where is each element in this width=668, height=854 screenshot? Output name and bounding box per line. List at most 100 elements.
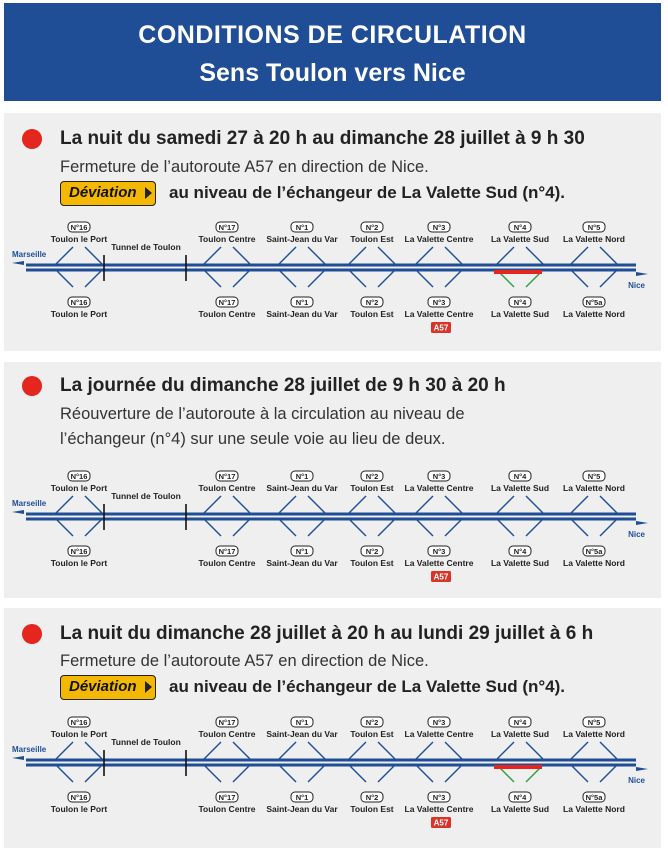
exit-top-number: N°5 (588, 472, 601, 481)
exit-bottom-badge (427, 545, 451, 557)
arrow-left-icon (12, 510, 24, 514)
exit-ramp (54, 741, 74, 761)
exit-bottom-label: Toulon le Port (51, 309, 108, 319)
exit-bottom-badge (508, 296, 532, 308)
entry-ramp (307, 268, 327, 288)
exit-ramp (414, 495, 434, 515)
exit-top-badge (215, 470, 239, 482)
entry-ramp (525, 495, 545, 515)
deviation-sign: Déviation (60, 675, 156, 700)
exit-top-label: La Valette Nord (563, 729, 625, 739)
exit-ramp (202, 763, 222, 783)
exit-top-number: N°3 (433, 718, 446, 727)
exit-bottom-badge (290, 296, 314, 308)
exit-bottom-badge (67, 791, 91, 803)
arrow-right-icon (636, 272, 648, 276)
entry-ramp (599, 517, 619, 537)
entry-ramp (307, 495, 327, 515)
entry-ramp (525, 517, 545, 537)
exit-top-number: N°1 (296, 472, 309, 481)
entry-ramp (232, 763, 252, 783)
exit-bottom-label: Toulon le Port (51, 558, 108, 568)
entry-ramp (84, 246, 104, 266)
exit-ramp (414, 517, 434, 537)
exit-bottom-number: N°1 (296, 793, 309, 802)
entry-ramp (232, 495, 252, 515)
exit-bottom-number: N°16 (71, 547, 88, 556)
city-start-label: Marseille (12, 745, 47, 754)
exit-top-label: La Valette Nord (563, 483, 625, 493)
exit-bottom-badge (582, 545, 606, 557)
exit-bottom-number: N°2 (366, 793, 379, 802)
exit-top-badge (290, 221, 314, 233)
exit-bottom-number: N°3 (433, 547, 446, 556)
exit-top-label: Saint-Jean du Var (266, 483, 338, 493)
city-end-label: Nice (628, 776, 645, 785)
exit-bottom-number: N°5a (586, 547, 604, 556)
arrow-right-icon (636, 767, 648, 771)
city-end-label: Nice (628, 281, 645, 290)
exit-bottom-number: N°4 (514, 793, 527, 802)
exit-ramp (414, 741, 434, 761)
exit-ramp (569, 741, 589, 761)
exit-top-number: N°4 (514, 223, 527, 232)
exit-ramp (202, 517, 222, 537)
entry-ramp (599, 268, 619, 288)
panel-text: Réouverture de l’autoroute à la circulat… (60, 405, 465, 423)
exit-top-badge (67, 470, 91, 482)
exit-ramp (347, 268, 367, 288)
entry-ramp (232, 268, 252, 288)
exit-top-badge (290, 470, 314, 482)
exit-top-badge (427, 716, 451, 728)
exit-top-label: Toulon Est (350, 729, 393, 739)
exit-bottom-label: Toulon Est (350, 558, 393, 568)
exit-top-badge (582, 221, 606, 233)
exit-bottom-label: La Valette Nord (563, 804, 625, 814)
exit-top-label: Toulon Centre (199, 483, 256, 493)
exit-bottom-badge (215, 296, 239, 308)
arrow-left-icon (12, 756, 24, 760)
exit-bottom-number: N°5a (586, 298, 604, 307)
deviation-sign: Déviation (60, 181, 156, 206)
exit-top-badge (215, 221, 239, 233)
city-start-label: Marseille (12, 250, 47, 259)
entry-ramp (377, 741, 397, 761)
exit-bottom-label: La Valette Centre (405, 309, 474, 319)
exit-top-number: N°3 (433, 223, 446, 232)
exit-bottom-badge (290, 791, 314, 803)
exit-bottom-badge (360, 791, 384, 803)
exit-bottom-label: La Valette Sud (491, 309, 549, 319)
exit-bottom-number: N°3 (433, 793, 446, 802)
exit-top-label: Toulon Centre (199, 729, 256, 739)
exit-ramp (569, 268, 589, 288)
exit-bottom-badge (67, 545, 91, 557)
panel-title: La nuit du samedi 27 à 20 h au dimanche … (60, 128, 585, 149)
exit-top-label: La Valette Sud (491, 234, 549, 244)
entry-ramp (377, 763, 397, 783)
exit-bottom-badge (215, 791, 239, 803)
exit-ramp (277, 741, 297, 761)
exit-top-number: N°2 (366, 718, 379, 727)
exit-top-badge (67, 716, 91, 728)
city-end-label: Nice (628, 530, 645, 539)
entry-ramp (377, 517, 397, 537)
panel-day-sunday: La journée du dimanche 28 juillet de 9 h… (4, 362, 661, 598)
exit-top-label: Toulon Centre (199, 234, 256, 244)
exit-top-badge (582, 716, 606, 728)
a57-label: A57 (434, 819, 449, 828)
exit-top-number: N°3 (433, 472, 446, 481)
exit-top-badge (360, 716, 384, 728)
exit-bottom-badge (508, 545, 532, 557)
exit-bottom-badge (290, 545, 314, 557)
panel-title: La nuit du dimanche 28 juillet à 20 h au… (60, 623, 594, 644)
exit-top-badge (427, 470, 451, 482)
exit-ramp (202, 741, 222, 761)
exit-top-number: N°16 (71, 223, 88, 232)
exit-top-label: La Valette Nord (563, 234, 625, 244)
exit-top-number: N°16 (71, 718, 88, 727)
exit-ramp (54, 517, 74, 537)
exit-ramp (347, 246, 367, 266)
exit-bottom-label: Saint-Jean du Var (266, 558, 338, 568)
exit-bottom-number: N°17 (219, 298, 236, 307)
exit-top-label: La Valette Centre (405, 483, 474, 493)
